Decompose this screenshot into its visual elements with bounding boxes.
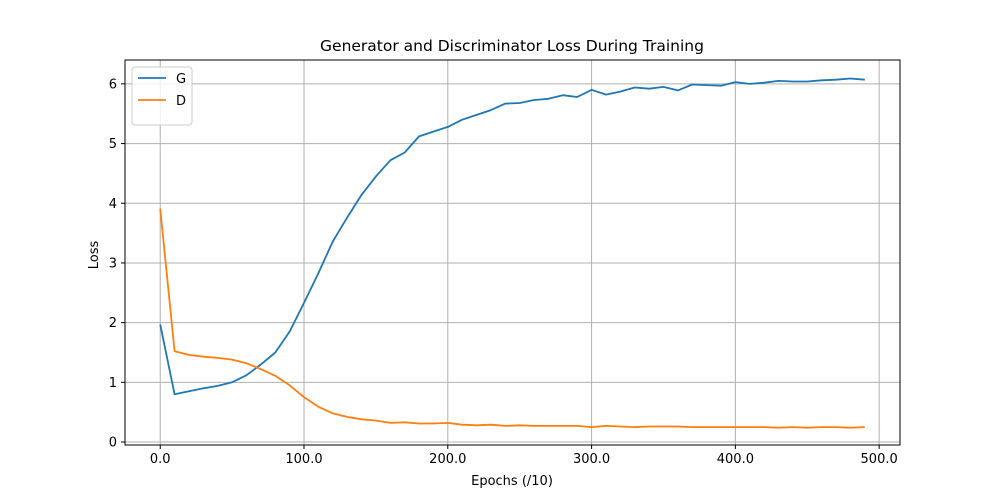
x-tick-label: 200.0: [429, 452, 466, 467]
legend: GD: [131, 66, 193, 126]
series-line-G: [159, 77, 865, 396]
x-tick-label: 400.0: [717, 452, 754, 467]
legend-label-D: D: [176, 94, 186, 109]
grid: [125, 60, 900, 445]
series-layer: [159, 77, 865, 429]
series-line-D: [159, 208, 865, 429]
legend-box: [131, 66, 193, 126]
y-tick-label: 6: [109, 77, 117, 92]
y-tick-label: 3: [109, 256, 117, 271]
y-tick-label: 4: [109, 197, 117, 212]
chart-title: Generator and Discriminator Loss During …: [320, 37, 704, 55]
plot-area: [124, 59, 901, 446]
y-tick-label: 5: [109, 137, 117, 152]
y-tick-label: 1: [109, 376, 117, 391]
y-tick-label: 2: [109, 316, 117, 331]
y-axis: 0 1 2 3 4 5 6: [109, 77, 125, 451]
x-tick-label: 100.0: [285, 452, 322, 467]
y-axis-label: Loss: [87, 241, 102, 270]
x-tick-label: 0.0: [150, 452, 171, 467]
x-tick-label: 300.0: [573, 452, 610, 467]
legend-label-G: G: [176, 72, 186, 87]
y-tick-label: 0: [109, 436, 117, 451]
x-axis: 0.0 100.0 200.0 300.0 400.0 500.0: [150, 445, 898, 467]
x-axis-label: Epochs (/10): [471, 474, 553, 489]
x-tick-label: 500.0: [861, 452, 898, 467]
